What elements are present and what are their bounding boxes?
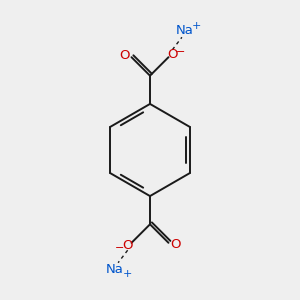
Text: O: O — [122, 239, 133, 252]
Text: −: − — [176, 47, 185, 57]
Text: O: O — [120, 49, 130, 62]
Text: −: − — [115, 243, 124, 253]
Text: O: O — [170, 238, 180, 251]
Text: Na: Na — [176, 24, 194, 37]
Text: +: + — [192, 21, 201, 31]
Text: +: + — [122, 269, 132, 279]
Text: Na: Na — [106, 263, 124, 276]
Text: O: O — [167, 48, 178, 61]
